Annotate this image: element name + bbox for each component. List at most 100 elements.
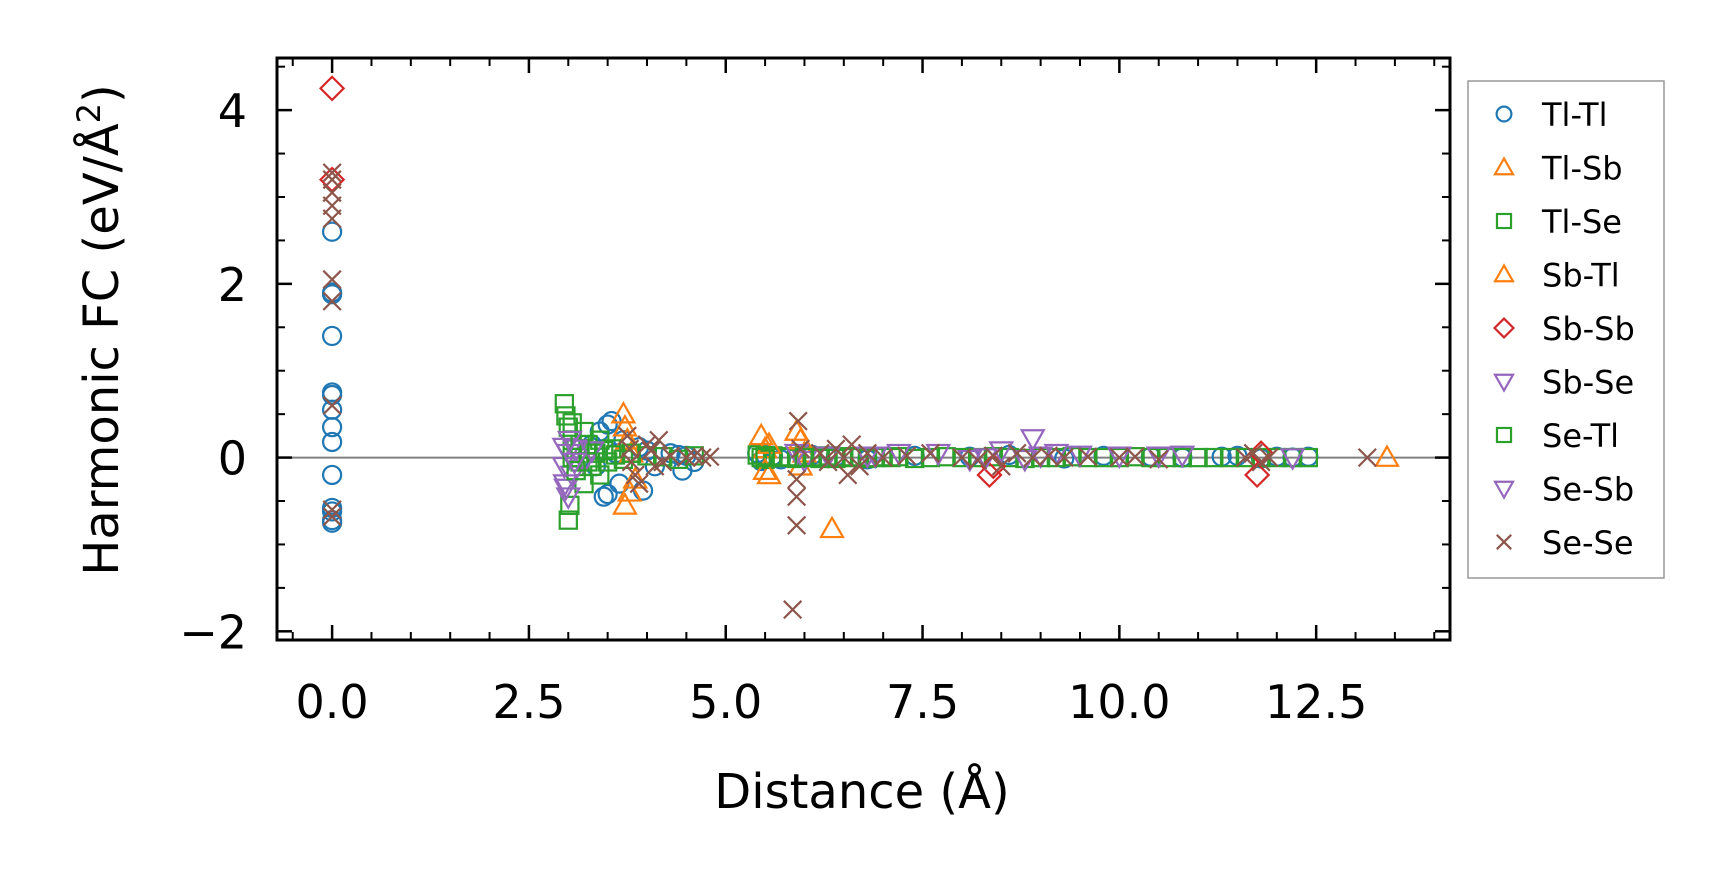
point-Se-Se bbox=[783, 600, 803, 620]
x-tick-label: 2.5 bbox=[492, 675, 565, 729]
legend-item-Tl-Se: Tl-Se bbox=[1495, 203, 1622, 241]
point-Se-Tl bbox=[755, 446, 775, 466]
point-Se-Sb bbox=[561, 452, 588, 476]
point-Tl-Se bbox=[1219, 447, 1240, 468]
point-Tl-Se bbox=[558, 510, 578, 530]
point-Se-Se bbox=[322, 500, 342, 520]
legend-item-Sb-Tl: Sb-Tl bbox=[1493, 257, 1620, 295]
point-Se-Se bbox=[700, 447, 720, 467]
point-Sb-Se bbox=[1145, 446, 1172, 470]
point-Sb-Se bbox=[1067, 445, 1093, 469]
series-Tl-Tl bbox=[321, 221, 1319, 533]
point-Tl-Tl bbox=[321, 501, 343, 522]
legend-item-Se-Se: Se-Se bbox=[1496, 524, 1634, 562]
point-Tl-Tl bbox=[597, 483, 618, 505]
point-Tl-Se bbox=[1125, 447, 1145, 467]
axes-frame bbox=[275, 56, 1452, 642]
legend-label: Tl-Tl bbox=[1541, 96, 1607, 134]
legend-marker bbox=[1493, 263, 1515, 283]
point-Sb-Se bbox=[1279, 448, 1306, 471]
legend-label: Se-Sb bbox=[1542, 471, 1634, 509]
point-Se-Tl bbox=[794, 447, 815, 468]
legend-item-Sb-Sb: Sb-Sb bbox=[1492, 310, 1635, 348]
point-Sb-Se bbox=[1169, 445, 1196, 469]
point-Tl-Tl bbox=[321, 431, 343, 453]
point-Se-Se bbox=[952, 448, 972, 468]
x-tick-label: 0.0 bbox=[296, 675, 369, 729]
x-tick-label: 12.5 bbox=[1265, 675, 1367, 729]
point-Tl-Se bbox=[558, 417, 578, 437]
legend-marker bbox=[1493, 373, 1515, 393]
point-Tl-Tl bbox=[321, 221, 343, 242]
point-Se-Sb bbox=[552, 474, 579, 497]
point-Se-Se bbox=[322, 209, 342, 229]
y-axis-label-text: Harmonic FC (eV/Å bbox=[73, 123, 130, 576]
y-axis-ticks: −2 0 2 4 bbox=[179, 65, 1450, 659]
point-Tl-Se bbox=[952, 447, 972, 468]
point-Tl-Se bbox=[1078, 447, 1098, 468]
point-Se-Se bbox=[621, 452, 641, 472]
point-Tl-Sb bbox=[1374, 444, 1400, 467]
point-Se-Se bbox=[1125, 447, 1145, 467]
point-Se-Se bbox=[1023, 448, 1043, 468]
point-Se-Se bbox=[787, 515, 807, 535]
legend-label: Se-Tl bbox=[1542, 417, 1619, 455]
data-points bbox=[319, 75, 1400, 620]
point-Se-Se bbox=[873, 448, 893, 468]
point-Tl-Se bbox=[601, 439, 622, 459]
point-Sb-Tl bbox=[752, 457, 778, 480]
point-Se-Se bbox=[790, 439, 811, 459]
point-Se-Tl bbox=[810, 448, 830, 469]
point-Se-Se bbox=[692, 448, 712, 468]
y-tick-label: 4 bbox=[218, 84, 247, 138]
x-axis-label: Distance (Å) bbox=[714, 763, 1009, 820]
point-Se-Tl bbox=[578, 452, 598, 472]
point-Tl-Tl bbox=[321, 512, 343, 533]
legend-item-Tl-Sb: Tl-Sb bbox=[1493, 150, 1623, 188]
point-Sb-Se bbox=[579, 441, 605, 464]
legend-item-Se-Tl: Se-Tl bbox=[1495, 417, 1619, 455]
series-Sb-Se bbox=[551, 429, 1306, 510]
point-Se-Se bbox=[322, 163, 342, 183]
series-Se-Se bbox=[322, 163, 1377, 620]
point-Se-Se bbox=[842, 434, 862, 455]
point-Tl-Se bbox=[1093, 447, 1114, 468]
legend-item-Tl-Tl: Tl-Tl bbox=[1495, 96, 1607, 134]
legend-marker bbox=[1496, 534, 1512, 550]
point-Se-Se bbox=[834, 448, 854, 468]
point-Se-Se bbox=[991, 456, 1011, 476]
y-tick-label: −2 bbox=[179, 605, 247, 659]
legend-label: Sb-Sb bbox=[1542, 310, 1635, 348]
point-Se-Se bbox=[849, 456, 870, 476]
series-Tl-Sb bbox=[610, 400, 1400, 539]
point-Se-Se bbox=[838, 465, 858, 485]
point-Se-Se bbox=[1149, 449, 1169, 469]
point-Se-Se bbox=[787, 487, 807, 507]
point-Tl-Tl bbox=[593, 486, 614, 507]
point-Se-Se bbox=[661, 446, 681, 466]
point-Sb-Tl bbox=[616, 479, 643, 502]
point-Se-Se bbox=[322, 269, 342, 290]
point-Tl-Se bbox=[1204, 447, 1224, 468]
point-Tl-Tl bbox=[321, 417, 343, 438]
point-Tl-Se bbox=[554, 394, 575, 414]
point-Se-Se bbox=[1259, 448, 1279, 468]
y-tick-label: 2 bbox=[218, 258, 247, 312]
point-Se-Se bbox=[968, 450, 988, 470]
legend-marker bbox=[1495, 105, 1513, 123]
plot-area bbox=[275, 56, 1452, 642]
point-Tl-Tl bbox=[321, 284, 343, 305]
point-Sb-Sb bbox=[1244, 461, 1271, 489]
point-Se-Sb bbox=[862, 446, 889, 470]
x-tick-label: 5.0 bbox=[689, 675, 762, 729]
point-Se-Se bbox=[983, 446, 1003, 466]
y-axis-label-close: ) bbox=[74, 84, 130, 103]
point-Tl-Tl bbox=[321, 464, 343, 486]
legend-marker bbox=[1493, 156, 1515, 176]
point-Sb-Se bbox=[1019, 429, 1046, 452]
point-Se-Se bbox=[787, 469, 807, 489]
legend-label: Sb-Se bbox=[1542, 364, 1634, 402]
point-Se-Se bbox=[676, 448, 696, 468]
legend: Tl-Tl Tl-Sb Tl-Se Sb-Tl Sb-Sb Sb-Se Se-Tl Se-Sb… bbox=[1467, 80, 1665, 579]
